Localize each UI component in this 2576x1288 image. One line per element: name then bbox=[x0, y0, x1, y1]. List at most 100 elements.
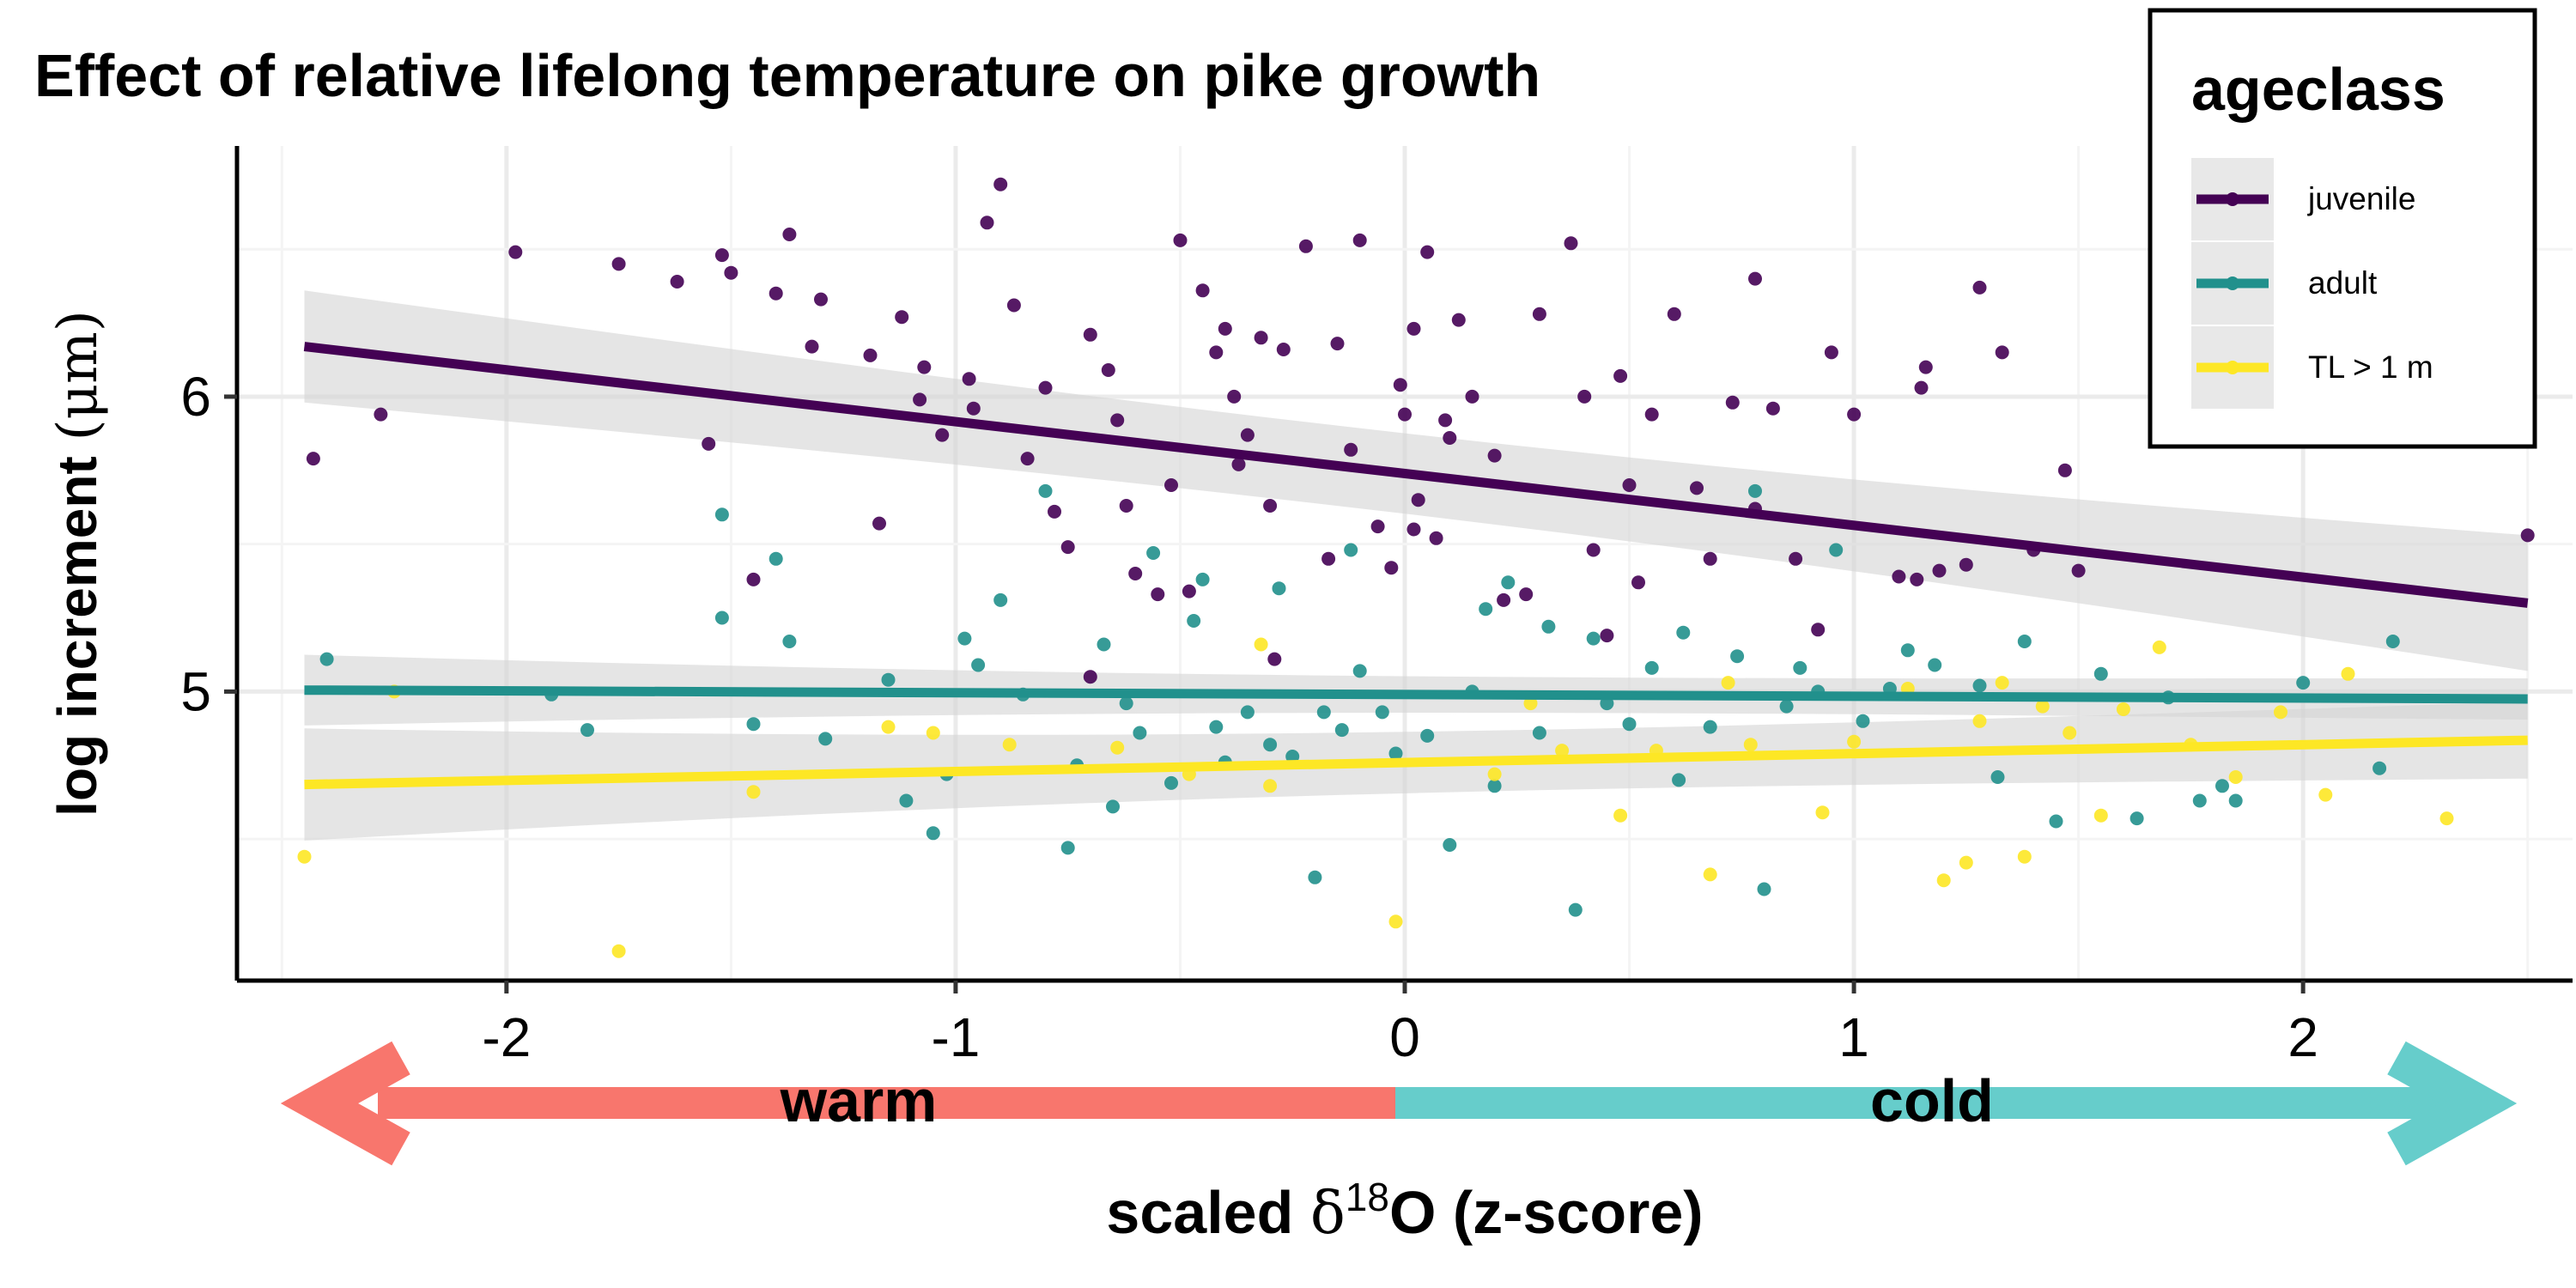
data-point bbox=[1586, 543, 1601, 557]
warm-arrow-shaft bbox=[378, 1087, 1395, 1119]
data-point bbox=[1748, 271, 1762, 286]
data-point bbox=[1622, 478, 1637, 492]
data-point bbox=[1765, 401, 1780, 416]
data-point bbox=[1110, 740, 1125, 755]
legend: ageclass juvenile adult TL > 1 m bbox=[2148, 8, 2537, 449]
data-point bbox=[1119, 499, 1133, 513]
x-axis-label-o: O bbox=[1389, 1179, 1453, 1246]
data-point bbox=[993, 177, 1008, 191]
y-axis-label-unit: (μm) bbox=[46, 310, 110, 440]
trend-line bbox=[303, 342, 2529, 608]
data-point bbox=[1106, 799, 1120, 814]
x-tick-label: -2 bbox=[482, 1006, 531, 1068]
data-point bbox=[1676, 625, 1691, 640]
confidence-band bbox=[304, 290, 2528, 671]
data-point bbox=[1272, 581, 1286, 596]
data-points bbox=[297, 177, 2535, 958]
data-point bbox=[1119, 696, 1133, 711]
data-point bbox=[1487, 779, 1502, 793]
data-point bbox=[966, 401, 981, 416]
data-point bbox=[1370, 519, 1385, 534]
data-point bbox=[1388, 914, 1403, 929]
data-point bbox=[980, 216, 994, 230]
data-point bbox=[1644, 660, 1659, 675]
data-point bbox=[1006, 298, 1021, 313]
x-axis-label: scaled δ18O (z-score) bbox=[1106, 1175, 1703, 1248]
data-point bbox=[1613, 368, 1628, 383]
data-point bbox=[1497, 592, 1511, 607]
data-point bbox=[2372, 761, 2387, 775]
data-point bbox=[1164, 775, 1178, 790]
data-point bbox=[1110, 413, 1125, 428]
data-point bbox=[297, 849, 312, 864]
x-tick-label: 2 bbox=[2287, 1006, 2318, 1068]
data-point bbox=[1083, 670, 1097, 684]
data-point bbox=[1164, 478, 1178, 492]
data-point bbox=[702, 436, 716, 451]
data-point bbox=[917, 360, 932, 374]
data-point bbox=[1002, 738, 1017, 752]
data-point bbox=[2152, 640, 2166, 654]
data-point bbox=[1267, 652, 1282, 666]
data-point bbox=[1263, 499, 1278, 513]
y-axis-label: log increment (μm) bbox=[46, 310, 110, 817]
data-point bbox=[805, 339, 819, 354]
data-point bbox=[1789, 551, 1803, 566]
data-point bbox=[1321, 551, 1336, 566]
data-point bbox=[863, 348, 878, 362]
data-point bbox=[1406, 321, 1421, 336]
data-point bbox=[1936, 873, 1951, 888]
data-point bbox=[1128, 567, 1143, 580]
data-point bbox=[1824, 345, 1838, 360]
data-point bbox=[881, 672, 896, 687]
data-point bbox=[2116, 702, 2130, 716]
legend-label: juvenile bbox=[2307, 181, 2415, 216]
data-point bbox=[1316, 705, 1331, 720]
data-point bbox=[1263, 738, 1278, 752]
data-point bbox=[2228, 793, 2243, 808]
data-point bbox=[1438, 413, 1453, 428]
data-point bbox=[1352, 664, 1367, 678]
data-point bbox=[935, 428, 950, 442]
data-point bbox=[1209, 345, 1224, 360]
data-point bbox=[1748, 483, 1762, 498]
x-axis-label-delta: δ bbox=[1310, 1180, 1346, 1248]
data-point bbox=[1990, 770, 2005, 784]
data-point bbox=[1254, 637, 1268, 652]
data-point bbox=[1420, 728, 1435, 743]
data-point bbox=[1388, 746, 1403, 761]
x-axis-label-pre: scaled bbox=[1106, 1179, 1309, 1246]
data-point bbox=[1209, 720, 1224, 734]
data-point bbox=[814, 292, 828, 307]
x-axis-label-post: (z-score) bbox=[1453, 1179, 1704, 1246]
warm-arrowhead bbox=[280, 1041, 410, 1166]
data-point bbox=[1972, 678, 1987, 693]
data-point bbox=[1519, 587, 1534, 602]
data-point bbox=[1900, 643, 1915, 658]
data-point bbox=[2192, 793, 2207, 808]
data-point bbox=[2017, 635, 2032, 648]
data-point bbox=[1048, 504, 1061, 519]
y-tick-label: 5 bbox=[180, 660, 211, 722]
data-point bbox=[1811, 623, 1826, 637]
data-point bbox=[1577, 389, 1592, 404]
axis-ticks: -2 -1 0 1 2 5 6 bbox=[180, 366, 2318, 1068]
data-point bbox=[714, 248, 729, 263]
data-point bbox=[1914, 380, 1929, 395]
data-point bbox=[746, 717, 761, 732]
data-point bbox=[1959, 855, 1973, 870]
data-point bbox=[899, 793, 914, 808]
data-point bbox=[306, 452, 320, 466]
data-point bbox=[724, 265, 738, 280]
data-point bbox=[1240, 428, 1255, 442]
data-point bbox=[1187, 614, 1201, 628]
data-point bbox=[746, 572, 761, 586]
data-point bbox=[872, 516, 886, 531]
legend-key-point bbox=[2226, 192, 2239, 206]
temperature-arrow: warm cold bbox=[280, 1041, 2518, 1166]
data-point bbox=[2439, 811, 2454, 826]
data-point bbox=[1195, 283, 1210, 298]
data-point bbox=[1910, 572, 1924, 586]
data-point bbox=[1555, 744, 1570, 758]
